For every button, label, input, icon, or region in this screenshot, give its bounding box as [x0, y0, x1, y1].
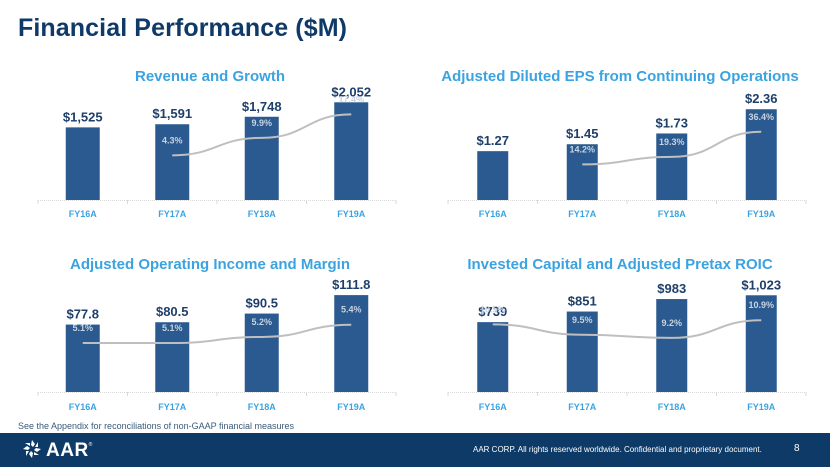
bar-value-label: $2.36: [745, 91, 778, 106]
chart-title: Adjusted Operating Income and Margin: [69, 256, 351, 273]
page-number: 8: [794, 443, 800, 454]
bar-value-label: $1,525: [63, 109, 103, 124]
x-tick-label: FY18A: [658, 209, 687, 219]
x-tick-label: FY16A: [479, 402, 508, 412]
bar-value-label: $80.5: [156, 304, 189, 319]
line-value-label: 5.2%: [251, 317, 272, 327]
line-value-label: 9.9%: [251, 118, 272, 128]
aar-logo-mark-icon: [22, 439, 42, 464]
x-tick-label: FY16A: [69, 209, 98, 219]
chart-svg: $1.27 $1.45 $1.73 $2.36 14.2% 19.3% 36.4% FY16A…: [447, 91, 807, 219]
bar-value-label: $111.8: [332, 277, 370, 292]
chart-svg: $77.8 $80.5 $90.5 $111.8 5.1% 5.1% 5.2% 5.4% FY1…: [37, 277, 397, 412]
footer-bar: AAR ® AAR CORP. All rights reserved worl…: [0, 433, 830, 467]
line-series: [582, 130, 762, 166]
page-title: Financial Performance ($M): [18, 14, 348, 42]
chart-title: Revenue and Growth: [134, 68, 286, 85]
bar: [656, 299, 688, 392]
x-tick-label: FY16A: [69, 402, 98, 412]
line-value-label: 10.9%: [748, 300, 774, 310]
copyright-text: AAR CORP. All rights reserved worldwide.…: [473, 445, 762, 454]
chart-title: Invested Capital and Adjusted Pretax ROI…: [467, 256, 773, 273]
line-series: [492, 319, 762, 339]
bar: [334, 102, 369, 200]
line-value-label: 9.2%: [661, 318, 682, 328]
bar: [244, 313, 279, 392]
bar: [477, 151, 509, 200]
bar: [334, 295, 369, 392]
chart-title: Adjusted Diluted EPS from Continuing Ope…: [441, 68, 799, 85]
bar: [566, 144, 598, 200]
line-value-label: 17.4%: [338, 94, 364, 104]
bar-value-label: $1.45: [566, 126, 599, 141]
bar: [656, 133, 688, 200]
line-value-label: 4.3%: [162, 135, 183, 145]
x-tick-label: FY17A: [568, 402, 597, 412]
footnote: See the Appendix for reconciliations of …: [18, 421, 294, 431]
bar-value-label: $983: [657, 281, 686, 296]
x-tick-label: FY18A: [248, 402, 277, 412]
chart-invested-capital-roic: Invested Capital and Adjusted Pretax ROI…: [430, 254, 810, 418]
x-tick-label: FY19A: [337, 402, 366, 412]
line-value-label: 10.5%: [480, 304, 506, 314]
x-tick-label: FY19A: [747, 209, 776, 219]
bar: [566, 311, 598, 392]
x-tick-label: FY18A: [248, 209, 277, 219]
bar: [155, 124, 190, 200]
bar: [65, 127, 100, 200]
bar: [65, 324, 100, 392]
line-value-label: 5.4%: [341, 305, 362, 315]
x-tick-label: FY19A: [337, 209, 366, 219]
line-value-label: 14.2%: [569, 144, 595, 154]
x-tick-label: FY18A: [658, 402, 687, 412]
line-value-label: 5.1%: [72, 323, 93, 333]
bar: [477, 322, 509, 392]
bar-value-label: $1,591: [152, 106, 192, 121]
line-value-label: 19.3%: [659, 137, 685, 147]
chart-revenue-growth: Revenue and Growth $1,525 $1,591 $1,748 $2,…: [20, 66, 400, 226]
bar: [745, 109, 777, 200]
aar-logo: AAR ®: [22, 439, 93, 464]
chart-svg: $739 $851 $983 $1,023 10.5% 9.5% 9.2% 10.9% FY16…: [447, 277, 807, 412]
registered-mark: ®: [88, 442, 93, 448]
bar-value-label: $851: [568, 294, 597, 309]
line-value-label: 5.1%: [162, 323, 183, 333]
logo-text: AAR: [46, 440, 89, 461]
bar-value-label: $77.8: [66, 307, 99, 322]
chart-operating-income-margin: Adjusted Operating Income and Margin $77…: [20, 254, 400, 418]
bar: [244, 116, 279, 200]
line-series: [82, 323, 352, 345]
line-value-label: 36.4%: [748, 112, 774, 122]
x-tick-label: FY19A: [747, 402, 776, 412]
x-tick-label: FY17A: [158, 402, 187, 412]
chart-adjusted-eps: Adjusted Diluted EPS from Continuing Ope…: [430, 66, 810, 226]
x-tick-label: FY17A: [158, 209, 187, 219]
line-series: [172, 113, 352, 157]
bar-value-label: $1.27: [476, 133, 509, 148]
x-tick-label: FY17A: [568, 209, 597, 219]
x-tick-label: FY16A: [479, 209, 508, 219]
bar-value-label: $1,748: [242, 99, 282, 114]
bar-value-label: $739: [478, 304, 507, 319]
bar-value-label: $90.5: [245, 296, 278, 311]
bar: [745, 295, 777, 392]
bar-value-label: $1.73: [655, 115, 688, 130]
bar-value-label: $1,023: [741, 277, 781, 292]
bar: [155, 322, 190, 392]
chart-svg: $1,525 $1,591 $1,748 $2,052 4.3% 9.9% 17.4% FY1…: [37, 84, 397, 219]
line-value-label: 9.5%: [572, 315, 593, 325]
bar-value-label: $2,052: [331, 84, 371, 99]
